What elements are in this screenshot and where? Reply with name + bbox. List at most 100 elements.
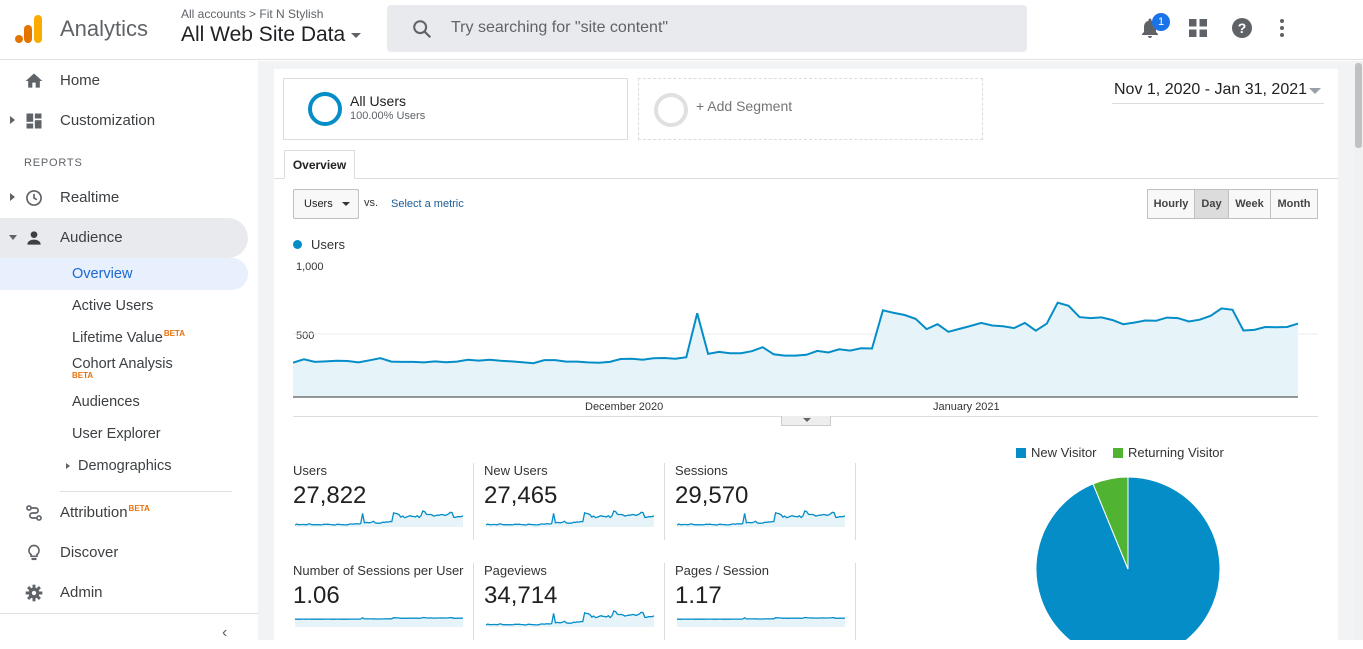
chart-collapse-toggle[interactable]: [781, 416, 831, 426]
legend-swatch: [1113, 448, 1123, 458]
pie-slice-returning-visitor[interactable]: [1092, 477, 1129, 570]
notification-count-badge: 1: [1152, 13, 1170, 31]
chevron-down-icon[interactable]: [1309, 88, 1321, 94]
kpi-value: 1.17: [675, 582, 722, 609]
scrollbar-thumb[interactable]: [1355, 63, 1362, 148]
lifetime-value-label: Lifetime Value: [72, 329, 163, 346]
search-bar[interactable]: Try searching for "site content": [387, 5, 1027, 52]
kpi-sessions-per-user[interactable]: Number of Sessions per User 1.06: [293, 563, 474, 649]
kpi-name: Pageviews: [484, 563, 547, 578]
users-line-chart[interactable]: [293, 260, 1318, 400]
collapse-arrow-icon: [9, 235, 17, 240]
kpi-value: 34,714: [484, 582, 558, 609]
reports-heading: REPORTS: [24, 157, 83, 169]
granularity-hourly[interactable]: Hourly: [1147, 189, 1195, 219]
nav-home[interactable]: Home: [0, 61, 248, 101]
more-vert-icon[interactable]: [1270, 16, 1294, 40]
svg-text:?: ?: [1238, 20, 1247, 36]
nav-attribution[interactable]: AttributionBETA: [0, 493, 248, 533]
nav-admin-label: Admin: [60, 584, 103, 601]
segment-all-users[interactable]: All Users 100.00% Users: [283, 78, 628, 140]
sub-item-audiences[interactable]: Audiences: [72, 394, 140, 410]
sub-item-cohort-analysis[interactable]: Cohort Analysis: [72, 356, 173, 372]
kpi-sessions[interactable]: Sessions 29,570: [675, 463, 856, 549]
tab-overview[interactable]: Overview: [284, 150, 355, 179]
legend-swatch: [1016, 448, 1026, 458]
nav-audience-label: Audience: [60, 229, 123, 246]
sidebar: Home Customization REPORTS Realtime Audi…: [0, 61, 258, 641]
property-name: All Web Site Data: [181, 23, 346, 46]
add-segment-label: + Add Segment: [696, 98, 793, 114]
nav-audience[interactable]: Audience: [0, 218, 248, 258]
granularity-day[interactable]: Day: [1194, 189, 1229, 219]
metric-select[interactable]: Users: [293, 189, 359, 219]
scrollbar[interactable]: [1354, 61, 1363, 640]
sub-item-user-explorer[interactable]: User Explorer: [72, 426, 161, 442]
expand-arrow-icon: [10, 193, 15, 201]
date-range-underline: [1112, 103, 1324, 104]
kpi-value: 27,465: [484, 482, 558, 509]
expand-arrow-icon: [10, 116, 15, 124]
date-range-picker[interactable]: Nov 1, 2020 - Jan 31, 2021: [1114, 81, 1308, 98]
beta-badge: BETA: [72, 371, 94, 380]
help-icon[interactable]: ?: [1230, 16, 1254, 40]
visitor-pie-chart[interactable]: [1036, 477, 1220, 640]
granularity-month[interactable]: Month: [1270, 189, 1318, 219]
expand-arrow-icon: [66, 463, 70, 469]
chevron-down-icon: [342, 202, 350, 206]
legend-swatch: [293, 240, 302, 249]
search-placeholder: Try searching for "site content": [451, 19, 669, 36]
attribution-label: Attribution: [60, 504, 128, 521]
nav-attribution-label: AttributionBETA: [60, 504, 150, 521]
top-bar: Analytics All accounts > Fit N Stylish A…: [0, 0, 1363, 60]
segment-placeholder-icon: [654, 93, 688, 127]
kpi-value: 29,570: [675, 482, 749, 509]
analytics-logo-icon[interactable]: [14, 14, 44, 44]
search-icon: [413, 20, 432, 39]
granularity-week[interactable]: Week: [1228, 189, 1271, 219]
nav-customization[interactable]: Customization: [0, 101, 248, 141]
gear-icon: [25, 584, 43, 602]
kpi-users[interactable]: Users 27,822: [293, 463, 474, 549]
kpi-sparkline: [677, 510, 846, 527]
attribution-icon: [26, 505, 42, 521]
property-selector[interactable]: All Web Site Data: [181, 23, 362, 47]
nav-admin[interactable]: Admin: [0, 573, 248, 613]
kpi-new-users[interactable]: New Users 27,465: [484, 463, 665, 549]
chevron-down-icon: [803, 418, 811, 422]
kpi-sparkline: [486, 610, 655, 627]
sub-item-overview[interactable]: Overview: [72, 266, 133, 282]
account-breadcrumb[interactable]: All accounts > Fit N Stylish: [181, 7, 324, 21]
kpi-sparkline: [486, 510, 655, 527]
kpi-pageviews[interactable]: Pageviews 34,714: [484, 563, 665, 649]
kpi-pages-per-session[interactable]: Pages / Session 1.17: [675, 563, 856, 649]
divider: [855, 463, 856, 540]
app-name: Analytics: [60, 16, 149, 41]
segment-title: All Users: [350, 93, 407, 109]
nav-discover-label: Discover: [60, 544, 119, 561]
nav-realtime[interactable]: Realtime: [0, 178, 248, 218]
lightbulb-icon: [28, 544, 40, 561]
nav-realtime-label: Realtime: [60, 189, 120, 206]
kpi-sparkline: [677, 616, 846, 627]
dashboard-icon: [26, 113, 42, 129]
pie-legend-returning-visitor: Returning Visitor: [1113, 445, 1224, 460]
beta-badge: BETA: [163, 329, 185, 338]
sub-item-overview-highlight: [0, 258, 248, 290]
kpi-name: Users: [293, 463, 327, 478]
legend-label: Returning Visitor: [1128, 445, 1224, 460]
collapse-sidebar-icon[interactable]: ‹: [222, 624, 228, 641]
nav-customization-label: Customization: [60, 112, 156, 129]
select-metric-link[interactable]: Select a metric: [391, 198, 464, 210]
divider: [473, 463, 474, 540]
kpi-name: Number of Sessions per User: [293, 563, 464, 578]
apps-grid-icon[interactable]: [1186, 16, 1210, 40]
sub-item-demographics[interactable]: Demographics: [78, 458, 172, 474]
add-segment-button[interactable]: + Add Segment: [638, 78, 983, 140]
nav-discover[interactable]: Discover: [0, 533, 248, 573]
sub-item-active-users[interactable]: Active Users: [72, 298, 154, 314]
home-icon: [25, 73, 43, 88]
kpi-sparkline: [295, 510, 464, 527]
vs-label: vs.: [364, 197, 379, 209]
sub-item-lifetime-value[interactable]: Lifetime ValueBETA: [72, 329, 185, 346]
